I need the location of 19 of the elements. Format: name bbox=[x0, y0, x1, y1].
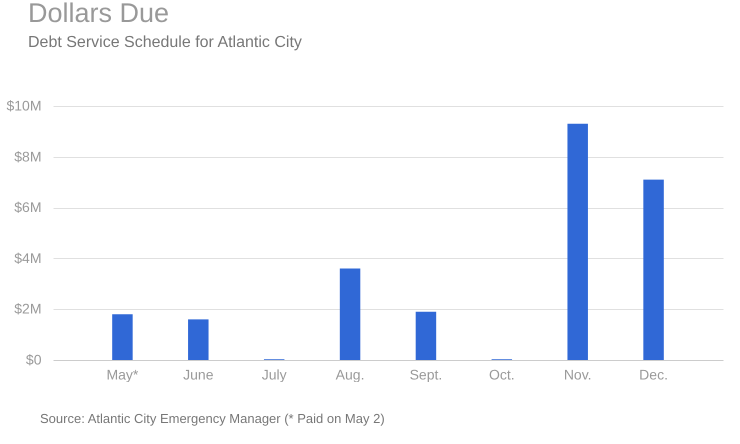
bar bbox=[567, 124, 588, 360]
x-tick-label: June bbox=[183, 366, 214, 382]
y-tick-label: $6M bbox=[14, 199, 42, 216]
bar bbox=[188, 319, 209, 360]
y-tick-label: $10M bbox=[6, 98, 42, 114]
bar bbox=[112, 314, 133, 360]
bar bbox=[340, 268, 360, 360]
y-tick-label: $0 bbox=[26, 352, 42, 368]
y-tick-label: $2M bbox=[14, 300, 42, 317]
chart-subtitle: Debt Service Schedule for Atlantic City bbox=[28, 34, 302, 51]
x-tick-label: Nov. bbox=[564, 366, 592, 382]
bar bbox=[416, 312, 436, 360]
y-tick-label: $8M bbox=[14, 148, 42, 164]
chart-title: Dollars Due bbox=[28, 0, 170, 28]
bar bbox=[643, 180, 664, 360]
source-note: Source: Atlantic City Emergency Manager (* Paid on May 2) bbox=[40, 411, 385, 426]
x-tick-label: Oct. bbox=[488, 366, 515, 382]
x-tick-label: Dec. bbox=[639, 366, 668, 382]
y-tick-label: $4M bbox=[14, 250, 42, 266]
